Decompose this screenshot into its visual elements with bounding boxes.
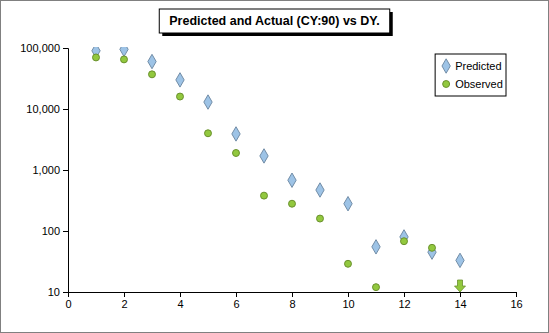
point <box>204 95 212 109</box>
y-tick-mark <box>63 109 68 110</box>
y-tick-label: 100 <box>42 225 60 237</box>
x-tick: 8 <box>289 292 295 310</box>
y-tick: 10 <box>48 286 68 298</box>
point <box>288 173 296 187</box>
series-0 <box>92 47 464 268</box>
x-tick: 16 <box>510 292 522 310</box>
point <box>233 150 240 157</box>
point <box>345 260 352 267</box>
point <box>317 215 324 222</box>
y-tick-mark <box>63 292 68 293</box>
point <box>316 183 324 197</box>
y-tick: 100,000 <box>20 42 68 54</box>
chart-border <box>1 1 549 333</box>
x-tick-label: 8 <box>289 298 295 310</box>
x-tick-label: 0 <box>65 298 71 310</box>
y-tick-mark <box>63 231 68 232</box>
off-scale-arrow <box>455 280 466 292</box>
title-box <box>159 9 389 33</box>
point <box>373 284 380 291</box>
x-tick-mark <box>124 292 125 297</box>
point <box>120 47 128 57</box>
point <box>372 240 380 254</box>
legend-box <box>435 54 506 96</box>
point <box>149 71 156 78</box>
x-tick: 2 <box>121 292 127 310</box>
series-1 <box>93 54 436 291</box>
x-tick-label: 10 <box>342 298 354 310</box>
legend: Predicted Observed <box>435 54 506 96</box>
off-scale-markers <box>455 280 466 292</box>
point <box>401 238 408 245</box>
x-tick-mark <box>180 292 181 297</box>
x-tick: 12 <box>398 292 410 310</box>
point <box>456 253 464 267</box>
x-tick-mark <box>292 292 293 297</box>
point <box>177 93 184 100</box>
point <box>148 54 156 68</box>
x-tick-mark <box>460 292 461 297</box>
x-tick-label: 16 <box>510 298 522 310</box>
x-tick-mark <box>516 292 517 297</box>
x-tick: 6 <box>233 292 239 310</box>
point <box>429 244 436 251</box>
point <box>260 149 268 163</box>
y-tick-label: 100,000 <box>20 42 60 54</box>
y-tick-mark <box>63 48 68 49</box>
point <box>205 130 212 137</box>
y-tick-mark <box>63 170 68 171</box>
point <box>289 200 296 207</box>
point <box>344 197 352 211</box>
y-tick-label: 10 <box>48 286 60 298</box>
x-tick-mark <box>404 292 405 297</box>
point <box>261 192 268 199</box>
legend-marker <box>443 81 450 88</box>
y-tick: 10,000 <box>26 103 68 115</box>
y-axis: 10 100 1,000 10,000 100,000 <box>20 42 68 298</box>
point <box>121 56 128 63</box>
x-tick-mark <box>236 292 237 297</box>
plot-marks <box>92 47 464 291</box>
legend-item: Observed <box>443 78 503 90</box>
x-tick: 14 <box>454 292 466 310</box>
x-tick: 10 <box>342 292 354 310</box>
x-tick-mark <box>348 292 349 297</box>
x-tick-label: 12 <box>398 298 410 310</box>
title: Predicted and Actual (CY:90) vs DY. <box>169 14 379 28</box>
x-axis-line <box>69 293 517 298</box>
y-tick: 100 <box>42 225 68 237</box>
x-tick-label: 2 <box>121 298 127 310</box>
y-tick-label: 1,000 <box>32 164 60 176</box>
point <box>428 245 436 259</box>
legend-marker <box>442 59 450 73</box>
x-axis: 0 2 4 6 8 10 12 14 16 <box>65 292 522 310</box>
point <box>93 54 100 61</box>
x-tick-label: 6 <box>233 298 239 310</box>
x-tick: 4 <box>177 292 183 310</box>
y-tick: 1,000 <box>32 164 68 176</box>
title-group: Predicted and Actual (CY:90) vs DY. <box>159 9 392 36</box>
point <box>176 73 184 87</box>
y-tick-label: 10,000 <box>26 103 60 115</box>
legend-item: Predicted <box>442 59 502 73</box>
x-tick: 0 <box>65 292 71 310</box>
legend-label: Predicted <box>455 60 501 72</box>
y-axis-line <box>63 49 69 293</box>
legend-label: Observed <box>455 78 503 90</box>
x-tick-label: 14 <box>454 298 466 310</box>
x-tick-label: 4 <box>177 298 183 310</box>
point <box>400 230 408 244</box>
point <box>232 127 240 141</box>
